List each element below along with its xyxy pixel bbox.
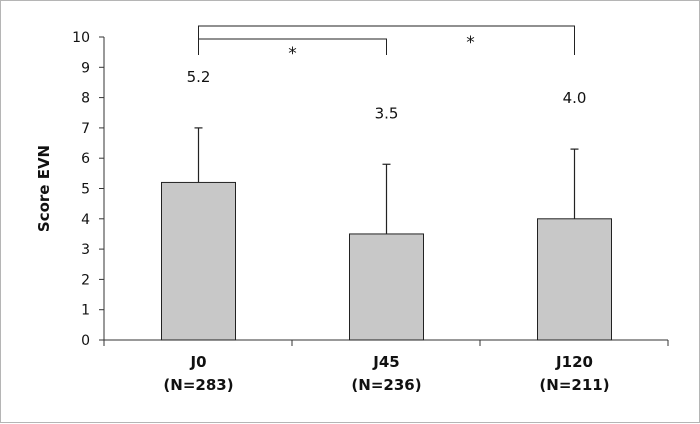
y-tick-label: 1 <box>81 303 90 319</box>
y-axis-title: Score EVN <box>35 145 53 232</box>
significance-star: * <box>288 44 297 64</box>
bar <box>161 181 236 341</box>
y-tick-label: 0 <box>81 333 90 349</box>
x-category-label: J45 <box>372 353 399 371</box>
y-tick-label: 3 <box>81 242 90 258</box>
y-tick-label: 10 <box>72 30 90 46</box>
y-tick-label: 5 <box>81 182 90 198</box>
x-category-sublabel: (N=236) <box>351 376 421 394</box>
x-category-label: J0 <box>189 353 206 371</box>
y-tick-label: 6 <box>81 151 90 167</box>
data-label: 5.2 <box>187 68 211 86</box>
y-tick-label: 2 <box>81 272 90 288</box>
y-tick-label: 4 <box>81 212 90 228</box>
y-tick-label: 9 <box>81 60 90 76</box>
bar <box>349 233 424 341</box>
x-category-label: J120 <box>555 353 593 371</box>
x-category-sublabel: (N=283) <box>163 376 233 394</box>
data-label: 4.0 <box>563 89 587 107</box>
significance-star: * <box>466 33 475 53</box>
x-category-sublabel: (N=211) <box>539 376 609 394</box>
y-tick-label: 7 <box>81 121 90 137</box>
significance-bracket <box>198 25 575 55</box>
data-label: 3.5 <box>375 104 399 122</box>
bar <box>537 218 612 341</box>
y-tick-label: 8 <box>81 91 90 107</box>
